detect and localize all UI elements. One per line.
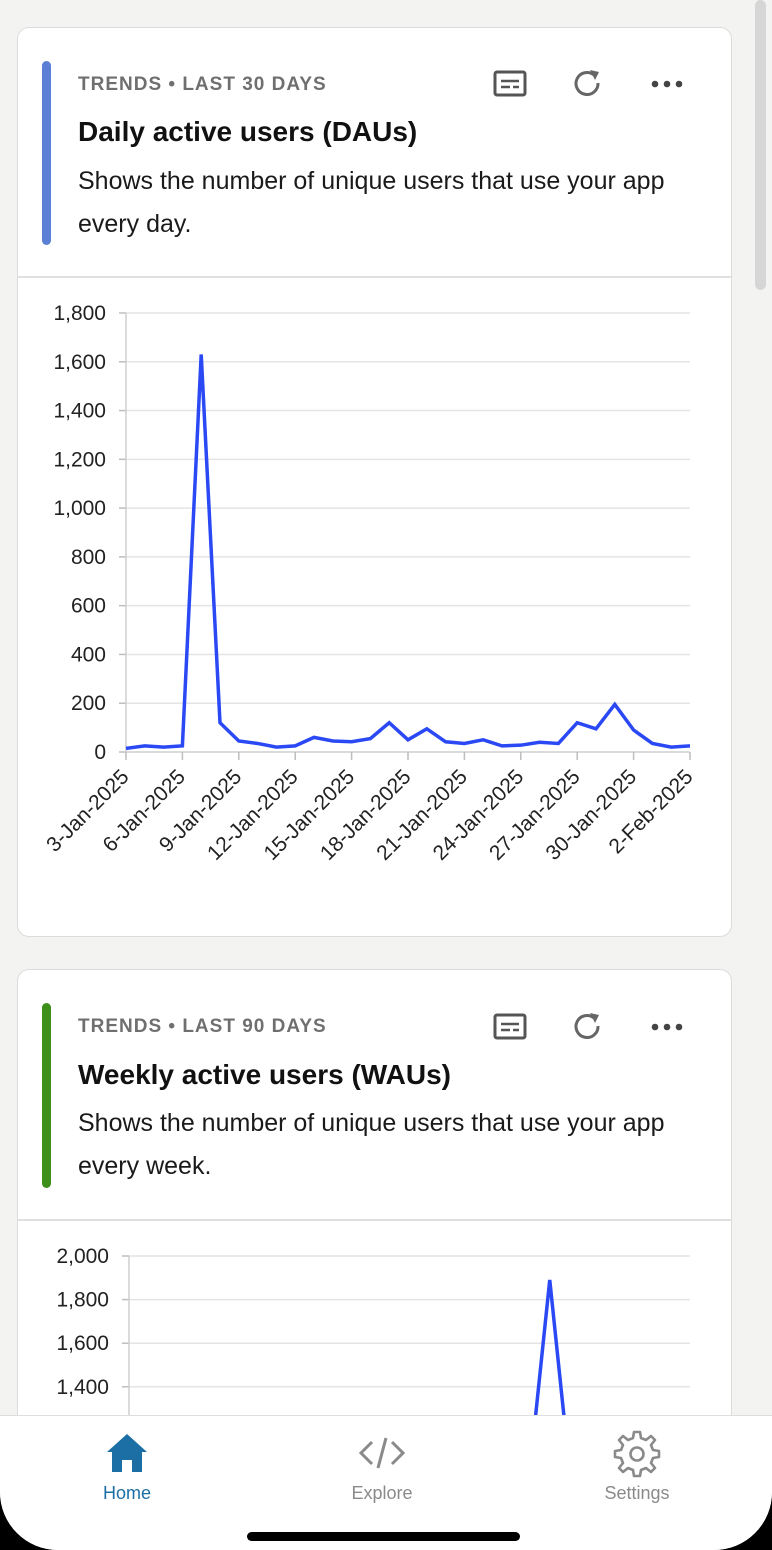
card-divider xyxy=(18,1219,731,1221)
caption-icon[interactable] xyxy=(488,62,532,106)
bottom-tab-bar: Home Explore Settings xyxy=(0,1415,772,1550)
tab-label: Settings xyxy=(604,1483,670,1503)
y-tick-label: 0 xyxy=(94,741,106,764)
y-tick-label: 1,800 xyxy=(56,1289,109,1312)
dau-line-chart: 1,8001,6001,4001,2001,00080060040020003-… xyxy=(42,302,697,865)
card-accent-bar xyxy=(42,1003,51,1188)
card-description: Shows the number of unique users that us… xyxy=(78,167,665,238)
y-tick-label: 600 xyxy=(71,595,106,618)
tab-home[interactable]: Home xyxy=(47,1416,207,1516)
y-tick-label: 200 xyxy=(71,692,106,715)
code-icon xyxy=(358,1437,406,1469)
more-icon[interactable] xyxy=(645,1005,689,1049)
caption-icon[interactable] xyxy=(488,1005,532,1049)
card-title: Weekly active users (WAUs) xyxy=(78,1059,451,1090)
wau-series-line xyxy=(531,1279,569,1442)
y-tick-label: 1,200 xyxy=(53,448,106,471)
card-divider xyxy=(18,276,731,278)
y-tick-label: 1,600 xyxy=(56,1332,109,1355)
card-description: Shows the number of unique users that us… xyxy=(78,1109,665,1180)
tab-explore[interactable]: Explore xyxy=(302,1416,462,1516)
y-tick-label: 1,000 xyxy=(53,497,106,520)
card-title: Daily active users (DAUs) xyxy=(78,116,418,147)
y-tick-label: 1,800 xyxy=(53,302,106,325)
y-tick-label: 1,400 xyxy=(53,400,106,423)
home-indicator[interactable] xyxy=(247,1532,520,1541)
more-icon[interactable] xyxy=(645,62,689,106)
refresh-icon[interactable] xyxy=(566,1005,610,1049)
dau-card: TRENDS • LAST 30 DAYS Daily active users… xyxy=(17,27,732,937)
tab-label: Explore xyxy=(351,1483,413,1503)
gear-icon xyxy=(613,1430,661,1478)
y-tick-label: 1,400 xyxy=(56,1376,109,1399)
home-icon xyxy=(107,1434,147,1472)
card-accent-bar xyxy=(42,61,51,245)
refresh-icon[interactable] xyxy=(566,62,610,106)
card-eyebrow: TRENDS • LAST 90 DAYS xyxy=(78,1016,327,1037)
y-tick-label: 800 xyxy=(71,546,106,569)
tab-label: Home xyxy=(102,1483,151,1503)
tab-settings[interactable]: Settings xyxy=(557,1416,717,1516)
wau-line-chart: 2,000 1,800 1,600 1,400 xyxy=(56,1245,690,1488)
y-tick-label: 2,000 xyxy=(56,1245,109,1268)
scrollbar[interactable] xyxy=(755,0,766,290)
dau-series-line xyxy=(125,354,691,751)
wau-card: TRENDS • LAST 90 DAYS Weekly active user… xyxy=(17,969,732,1489)
card-eyebrow: TRENDS • LAST 30 DAYS xyxy=(78,74,327,95)
y-tick-label: 400 xyxy=(71,643,106,666)
y-tick-label: 1,600 xyxy=(53,351,106,374)
